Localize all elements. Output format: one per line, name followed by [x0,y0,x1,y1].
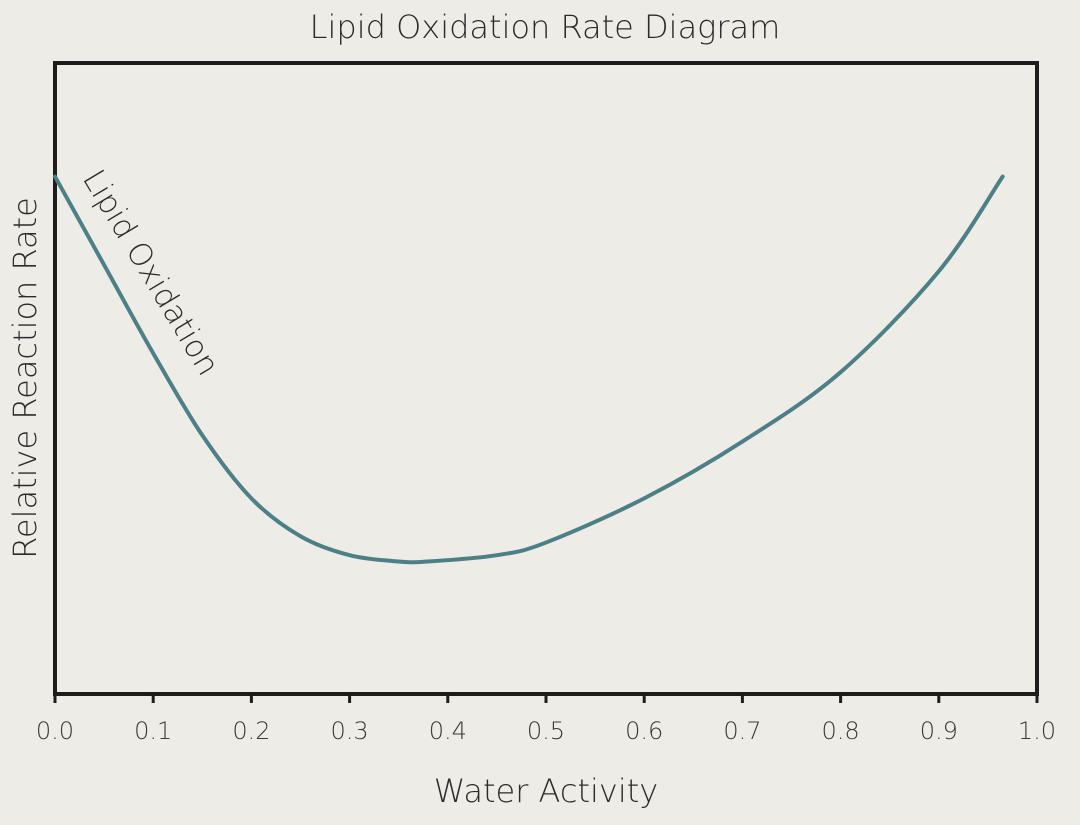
x-tick-label: 0.3 [331,717,369,745]
chart-title: Lipid Oxidation Rate Diagram [310,8,781,46]
y-axis-label: Relative Reaction Rate [6,197,44,559]
x-tick-label: 0.9 [920,717,958,745]
x-tick-label: 0.2 [232,717,270,745]
x-tick-label: 1.0 [1018,717,1056,745]
x-tick-label: 0.6 [625,717,663,745]
x-tick-label: 0.1 [134,717,172,745]
lipid-oxidation-curve [53,174,1005,565]
x-axis-label: Water Activity [434,772,658,810]
x-tick-label: 0.0 [36,717,74,745]
x-axis-ticks [53,694,1039,703]
x-tick-label: 0.5 [527,717,565,745]
plot-area-frame [53,61,1039,696]
x-tick-label: 0.4 [429,717,467,745]
x-axis-tick-labels: 0.0 0.1 0.2 0.3 0.4 0.5 0.6 0.7 0.8 0.9 1.0 [36,717,1056,745]
x-tick-label: 0.8 [822,717,860,745]
x-tick-label: 0.7 [723,717,761,745]
